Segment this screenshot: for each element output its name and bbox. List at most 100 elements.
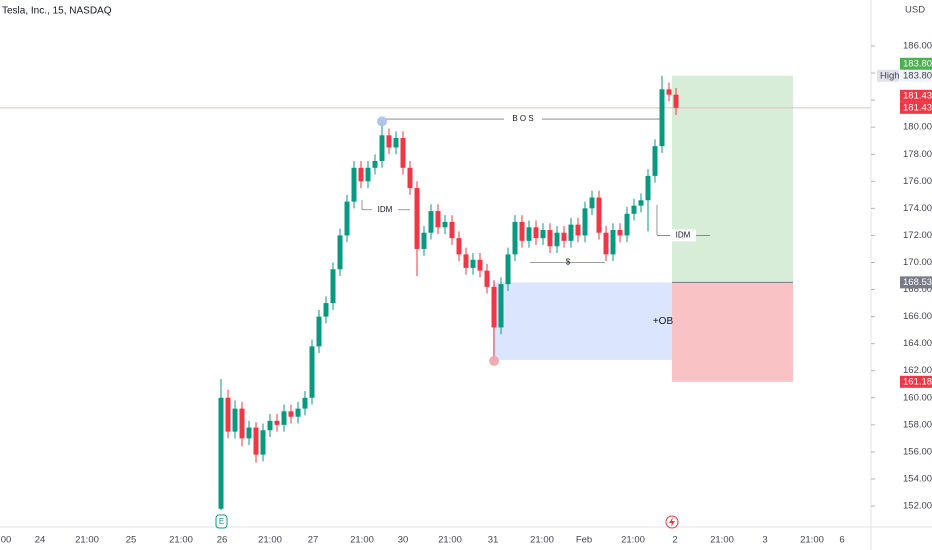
candle-body bbox=[407, 167, 413, 189]
candle-body bbox=[617, 230, 623, 236]
event-label: E bbox=[219, 517, 224, 526]
price-tag-bg bbox=[900, 375, 932, 388]
price-tag-label: 181.43 bbox=[903, 102, 932, 113]
candle-body bbox=[673, 94, 679, 108]
y-tick-label: 170.00 bbox=[903, 257, 932, 268]
candle-body bbox=[295, 408, 301, 417]
candle-body bbox=[386, 135, 392, 148]
candle-body bbox=[260, 430, 266, 455]
candle-body bbox=[281, 411, 287, 425]
y-tick-label: 166.00 bbox=[903, 311, 932, 322]
candle-body bbox=[358, 167, 364, 182]
level-label: B O S bbox=[512, 114, 533, 123]
candle-body bbox=[393, 138, 399, 148]
zone-3 bbox=[493, 282, 672, 360]
price-tag-label: 168.53 bbox=[903, 277, 932, 288]
candle-body bbox=[316, 316, 322, 347]
candle-body bbox=[456, 238, 462, 255]
candle-body bbox=[624, 213, 630, 236]
candle-body bbox=[484, 270, 490, 287]
level-label-bg bbox=[670, 229, 696, 242]
y-tick-label: 172.00 bbox=[903, 230, 932, 241]
y-tick-label: 152.00 bbox=[903, 501, 932, 512]
y-tick-label: 160.00 bbox=[903, 392, 932, 403]
level-label: IDM bbox=[378, 205, 393, 214]
candle-body bbox=[267, 420, 273, 431]
y-tick-label: 186.00 bbox=[903, 41, 932, 52]
candle-body bbox=[652, 146, 658, 176]
candle-body bbox=[491, 286, 497, 328]
candle-body bbox=[344, 201, 350, 236]
y-tick-label: 174.00 bbox=[903, 203, 932, 214]
candle-body bbox=[218, 397, 224, 509]
x-tick-label: 30 bbox=[398, 535, 409, 546]
candle-body bbox=[372, 161, 378, 168]
candle-body bbox=[554, 232, 560, 247]
y-tick-label: 158.00 bbox=[903, 419, 932, 430]
candle-body bbox=[225, 397, 231, 432]
candle-body bbox=[505, 254, 511, 285]
candle-body bbox=[631, 205, 637, 214]
candle-body bbox=[512, 221, 518, 255]
candle-body bbox=[477, 259, 483, 271]
candle-body bbox=[610, 230, 616, 255]
x-tick-label: 27 bbox=[308, 535, 319, 546]
y-tick-label: 176.00 bbox=[903, 176, 932, 187]
candle-body bbox=[596, 197, 602, 233]
price-tag-label: 161.18 bbox=[903, 376, 932, 387]
candle-body bbox=[246, 427, 252, 439]
x-tick-label: 31 bbox=[488, 535, 499, 546]
candle-body bbox=[638, 200, 644, 206]
candle-body bbox=[659, 89, 665, 147]
candle-body bbox=[428, 211, 434, 233]
x-tick-label: 21:00 bbox=[75, 535, 99, 546]
candle-body bbox=[288, 411, 294, 417]
candle-body bbox=[400, 138, 406, 168]
currency: USD bbox=[905, 5, 925, 16]
x-tick-label: 00 bbox=[1, 535, 12, 546]
price-tag-label: 183.80 bbox=[903, 70, 932, 81]
price-tag-bg bbox=[900, 57, 932, 70]
candle-body bbox=[449, 221, 455, 239]
level-label-bg bbox=[504, 113, 542, 126]
level-label-bg bbox=[372, 203, 398, 216]
high-name: High bbox=[880, 70, 900, 81]
candle-body bbox=[330, 269, 336, 304]
candle-body bbox=[337, 235, 343, 270]
price-tag-label: 183.80 bbox=[903, 58, 932, 69]
x-tick-label: 21:00 bbox=[621, 535, 645, 546]
price-tag-label: 181.43 bbox=[903, 90, 932, 101]
x-tick-label: 6 bbox=[839, 535, 844, 546]
y-tick-label: 162.00 bbox=[903, 365, 932, 376]
x-tick-label: 21:00 bbox=[438, 535, 462, 546]
low-marker bbox=[489, 355, 499, 366]
level-label: $ bbox=[566, 258, 571, 267]
candle-body bbox=[442, 221, 448, 228]
y-tick-label: 178.00 bbox=[903, 149, 932, 160]
event-badge bbox=[215, 514, 228, 529]
candle-body bbox=[568, 224, 574, 241]
candle-body bbox=[526, 227, 532, 241]
candle-body bbox=[547, 230, 553, 247]
candle-body bbox=[421, 232, 427, 249]
candle-body bbox=[232, 408, 238, 432]
candle-body bbox=[379, 135, 385, 162]
y-tick-label: 156.00 bbox=[903, 446, 932, 457]
candle-body bbox=[239, 408, 245, 439]
candle-body bbox=[533, 227, 539, 239]
y-tick-label: 164.00 bbox=[903, 338, 932, 349]
candle-body bbox=[309, 346, 315, 398]
candle-body bbox=[302, 397, 308, 409]
x-tick-label: Feb bbox=[576, 535, 592, 546]
candle-body bbox=[575, 224, 581, 236]
zone-label: +OB bbox=[653, 316, 674, 327]
x-tick-label: 2 bbox=[672, 535, 677, 546]
x-tick-label: 25 bbox=[126, 535, 137, 546]
y-tick-label: 180.00 bbox=[903, 122, 932, 133]
x-tick-label: 24 bbox=[35, 535, 46, 546]
candle-body bbox=[365, 167, 371, 182]
x-tick-label: 21:00 bbox=[169, 535, 193, 546]
x-tick-label: 21:00 bbox=[258, 535, 282, 546]
price-tag-bg bbox=[900, 101, 932, 114]
x-tick-label: 21:00 bbox=[710, 535, 734, 546]
